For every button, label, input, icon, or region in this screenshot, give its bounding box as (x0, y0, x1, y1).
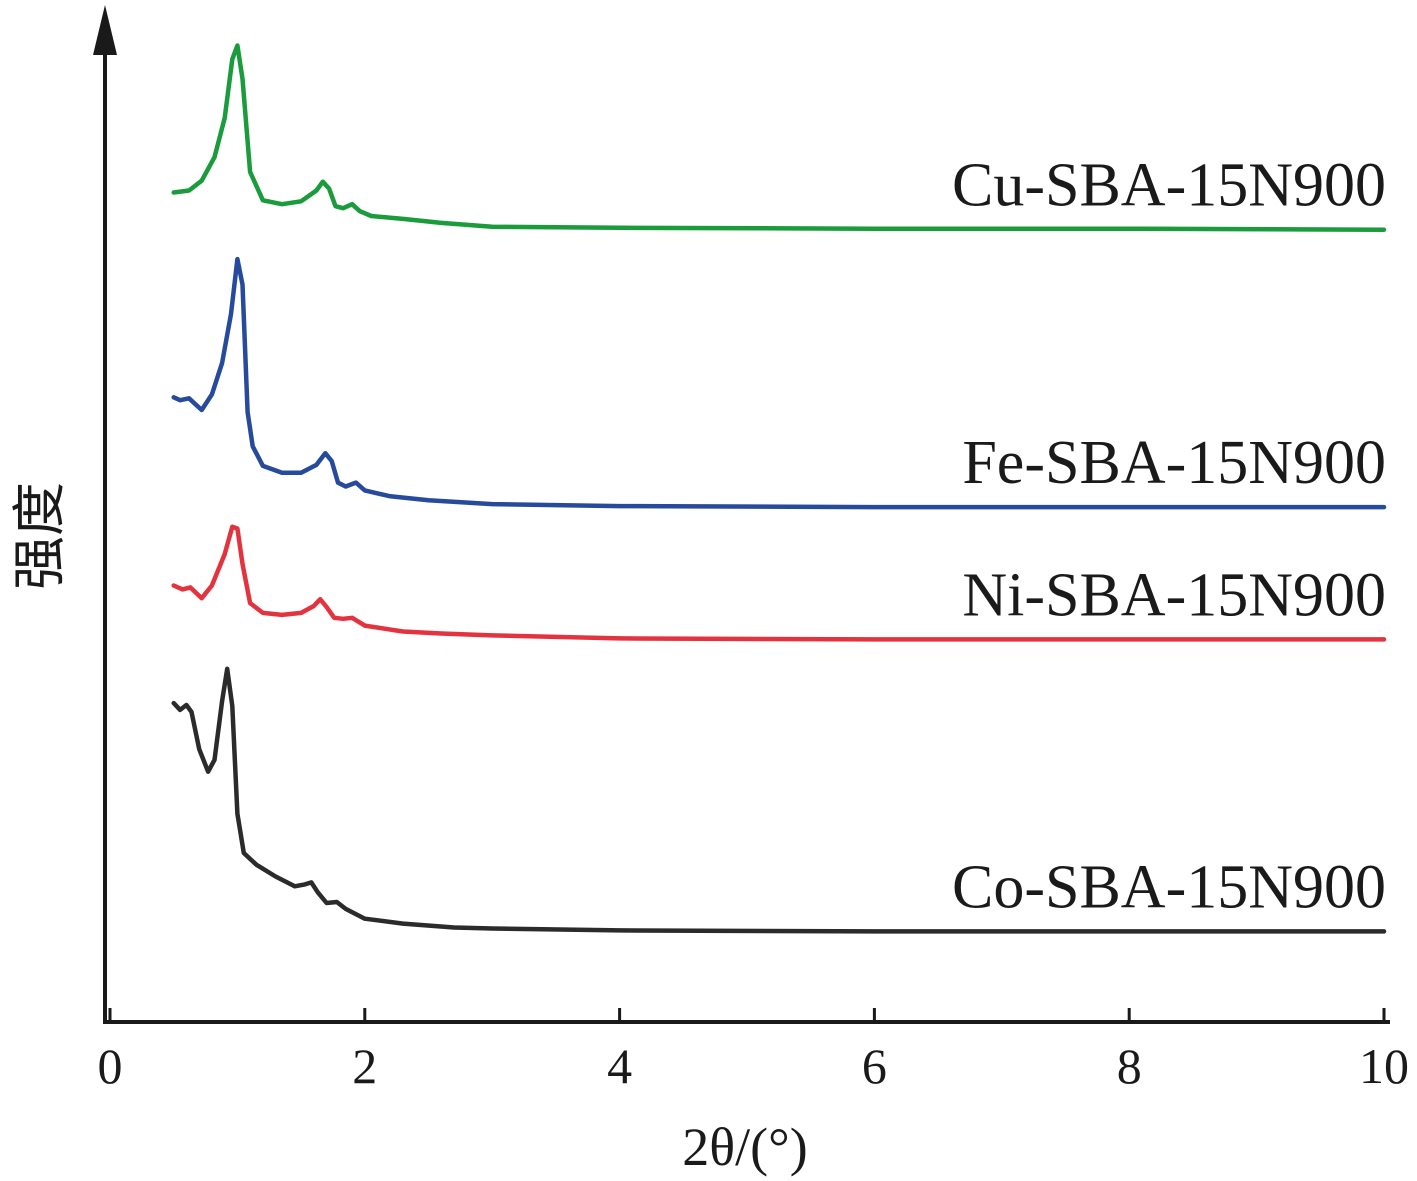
series-line-cu-sba-15n900 (171, 43, 1387, 232)
y-axis-arrow-icon (93, 5, 117, 55)
x-tick-label: 8 (1117, 1038, 1142, 1094)
series-line-ni-sba-15n900 (171, 524, 1387, 642)
y-axis-title: 强度 (10, 482, 70, 590)
x-tick-label: 4 (607, 1038, 632, 1094)
series-line-fe-sba-15n900 (171, 256, 1387, 510)
x-axis-title: 2θ/(°) (682, 1117, 807, 1177)
x-tick-label: 6 (862, 1038, 887, 1094)
x-tick-label: 2 (352, 1038, 377, 1094)
series-label-fe-sba-15n900: Fe-SBA-15N900 (962, 429, 1386, 497)
series-label-layer: Cu-SBA-15N900 Fe-SBA-15N900 Ni-SBA-15N900 C… (952, 152, 1386, 922)
series-label-ni-sba-15n900: Ni-SBA-15N900 (962, 561, 1386, 629)
x-tick-layer: 0 2 4 6 8 10 (98, 1008, 1409, 1094)
x-tick-label: 0 (98, 1038, 123, 1094)
series-layer (171, 43, 1387, 934)
series-label-co-sba-15n900: Co-SBA-15N900 (952, 853, 1386, 921)
x-tick-label: 10 (1359, 1038, 1409, 1094)
series-line-co-sba-15n900 (171, 666, 1387, 934)
series-label-cu-sba-15n900: Cu-SBA-15N900 (952, 152, 1386, 220)
